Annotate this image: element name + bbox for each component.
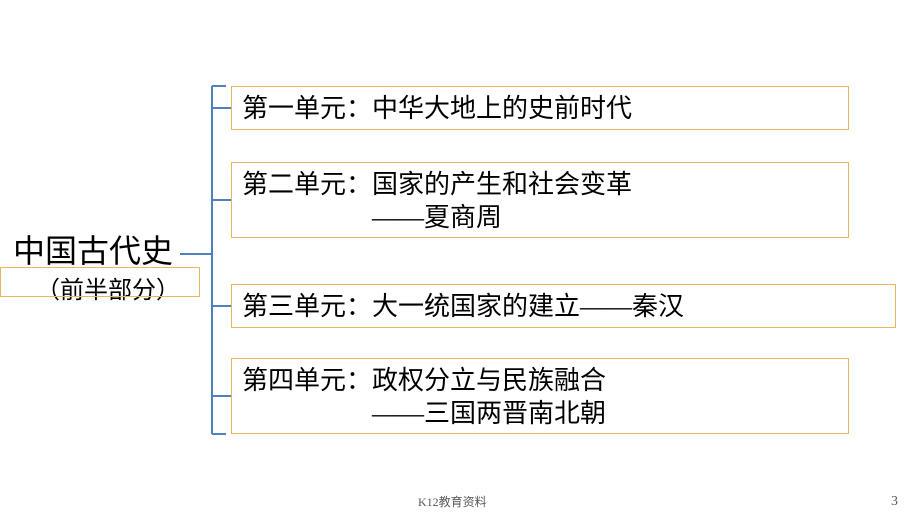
unit-3-line-1: 第三单元：大一统国家的建立——秦汉 [242, 291, 895, 324]
unit-box-3: 第三单元：大一统国家的建立——秦汉 [231, 284, 896, 328]
unit-2-line-2: ——夏商周 [242, 202, 848, 235]
page-number: 3 [891, 494, 898, 510]
unit-4-line-2: ——三国两晋南北朝 [242, 398, 848, 431]
footer-text: K12教育资料 [418, 493, 487, 510]
unit-box-1: 第一单元：中华大地上的史前时代 [231, 86, 849, 130]
unit-4-line-1: 第四单元：政权分立与民族融合 [242, 365, 848, 398]
unit-1-line-1: 第一单元：中华大地上的史前时代 [242, 93, 848, 126]
unit-box-2: 第二单元：国家的产生和社会变革 ——夏商周 [231, 162, 849, 238]
unit-box-4: 第四单元：政权分立与民族融合 ——三国两晋南北朝 [231, 358, 849, 434]
bracket [0, 0, 920, 518]
unit-2-line-1: 第二单元：国家的产生和社会变革 [242, 169, 848, 202]
